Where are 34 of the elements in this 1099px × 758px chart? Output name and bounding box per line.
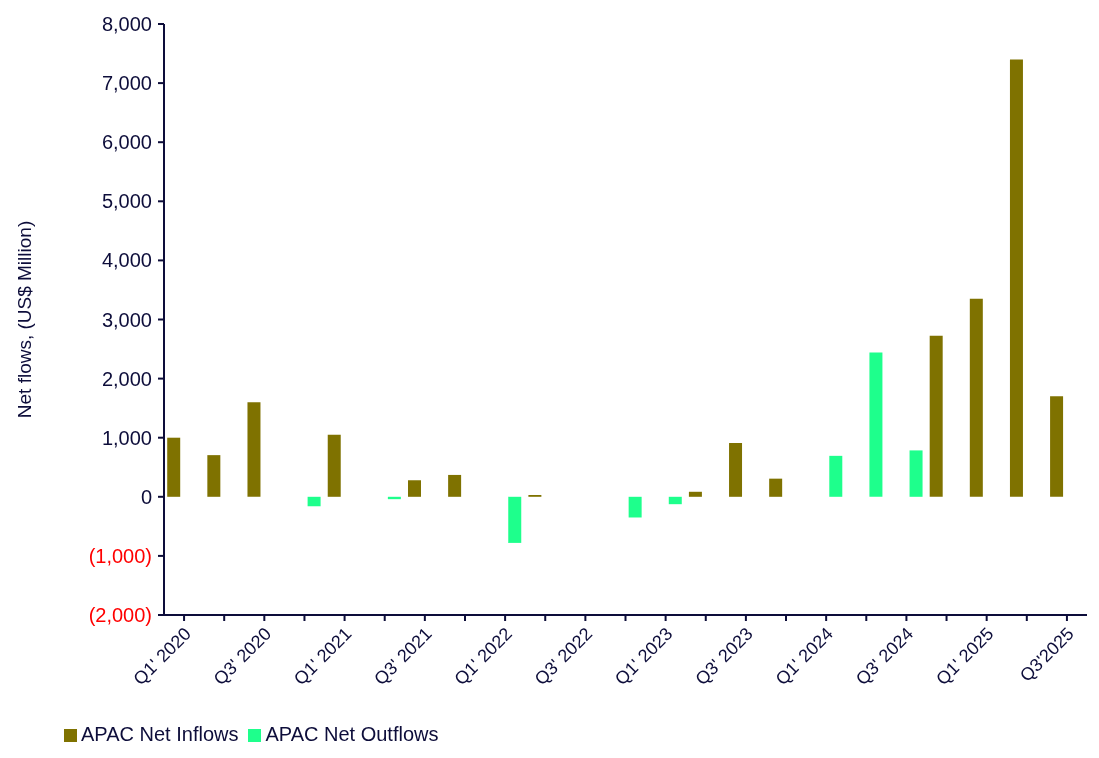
y-tick-label: 0 [140, 485, 152, 508]
y-axis-title: Net flows, (US$ Million) [13, 220, 35, 419]
legend-label: APAC Net Outflows [265, 723, 439, 745]
bar [1009, 59, 1023, 497]
bar [327, 434, 341, 497]
bar [508, 496, 522, 543]
bar [969, 298, 983, 497]
bar [929, 335, 943, 497]
y-tick-label: (1,000) [88, 544, 152, 567]
bar [668, 496, 682, 505]
bar [167, 437, 181, 497]
y-tick-label: 1,000 [101, 426, 152, 449]
bar [909, 450, 923, 497]
bar [628, 496, 642, 518]
bar [829, 455, 843, 497]
y-tick-label: (2,000) [88, 604, 152, 626]
legend-label: APAC Net Inflows [81, 723, 239, 745]
bar [729, 443, 743, 497]
y-tick-label: 6,000 [101, 131, 152, 154]
bar [448, 474, 462, 497]
bar [1050, 396, 1064, 497]
bar [207, 455, 221, 497]
y-tick-label: 4,000 [101, 249, 152, 272]
bar [688, 491, 702, 497]
bar [307, 496, 321, 507]
bar [407, 480, 421, 497]
y-tick-label: 3,000 [101, 308, 152, 331]
y-tick-label: 2,000 [101, 367, 152, 390]
bar [769, 478, 783, 497]
bar [869, 352, 883, 497]
bar [247, 402, 261, 497]
y-tick-label: 7,000 [101, 72, 152, 95]
y-tick-label: 5,000 [101, 190, 152, 213]
y-tick-label: 8,000 [101, 13, 152, 35]
